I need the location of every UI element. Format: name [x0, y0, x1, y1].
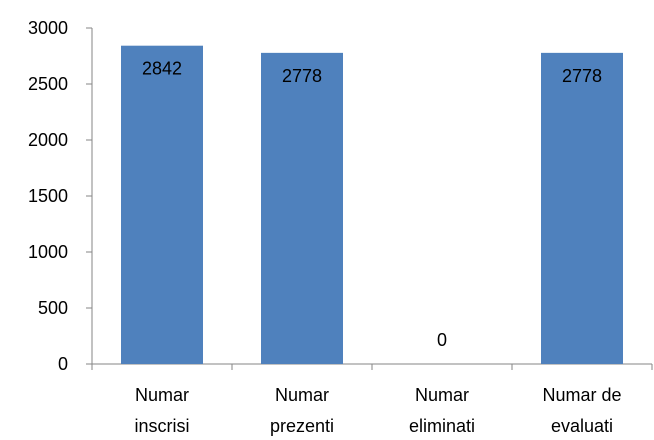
x-category-label: Numar de: [542, 385, 621, 405]
y-tick-label: 1000: [28, 242, 68, 262]
y-tick-label: 0: [58, 354, 68, 374]
x-category-label: Numar: [415, 385, 469, 405]
bar: [541, 52, 623, 364]
x-category-label: Numar: [275, 385, 329, 405]
data-label: 2778: [562, 66, 602, 86]
data-label: 0: [437, 330, 447, 350]
y-tick-label: 1500: [28, 186, 68, 206]
x-category-label: inscrisi: [134, 416, 189, 436]
x-category-label: prezenti: [270, 416, 334, 436]
y-tick-label: 2000: [28, 130, 68, 150]
bar: [121, 45, 203, 365]
y-tick-label: 2500: [28, 74, 68, 94]
y-tick-label: 500: [38, 298, 68, 318]
x-category-label: evaluati: [551, 416, 613, 436]
data-label: 2842: [142, 59, 182, 79]
x-category-label: Numar: [135, 385, 189, 405]
bar: [261, 52, 343, 364]
x-category-label: eliminati: [409, 416, 475, 436]
data-label: 2778: [282, 66, 322, 86]
y-tick-label: 3000: [28, 18, 68, 38]
